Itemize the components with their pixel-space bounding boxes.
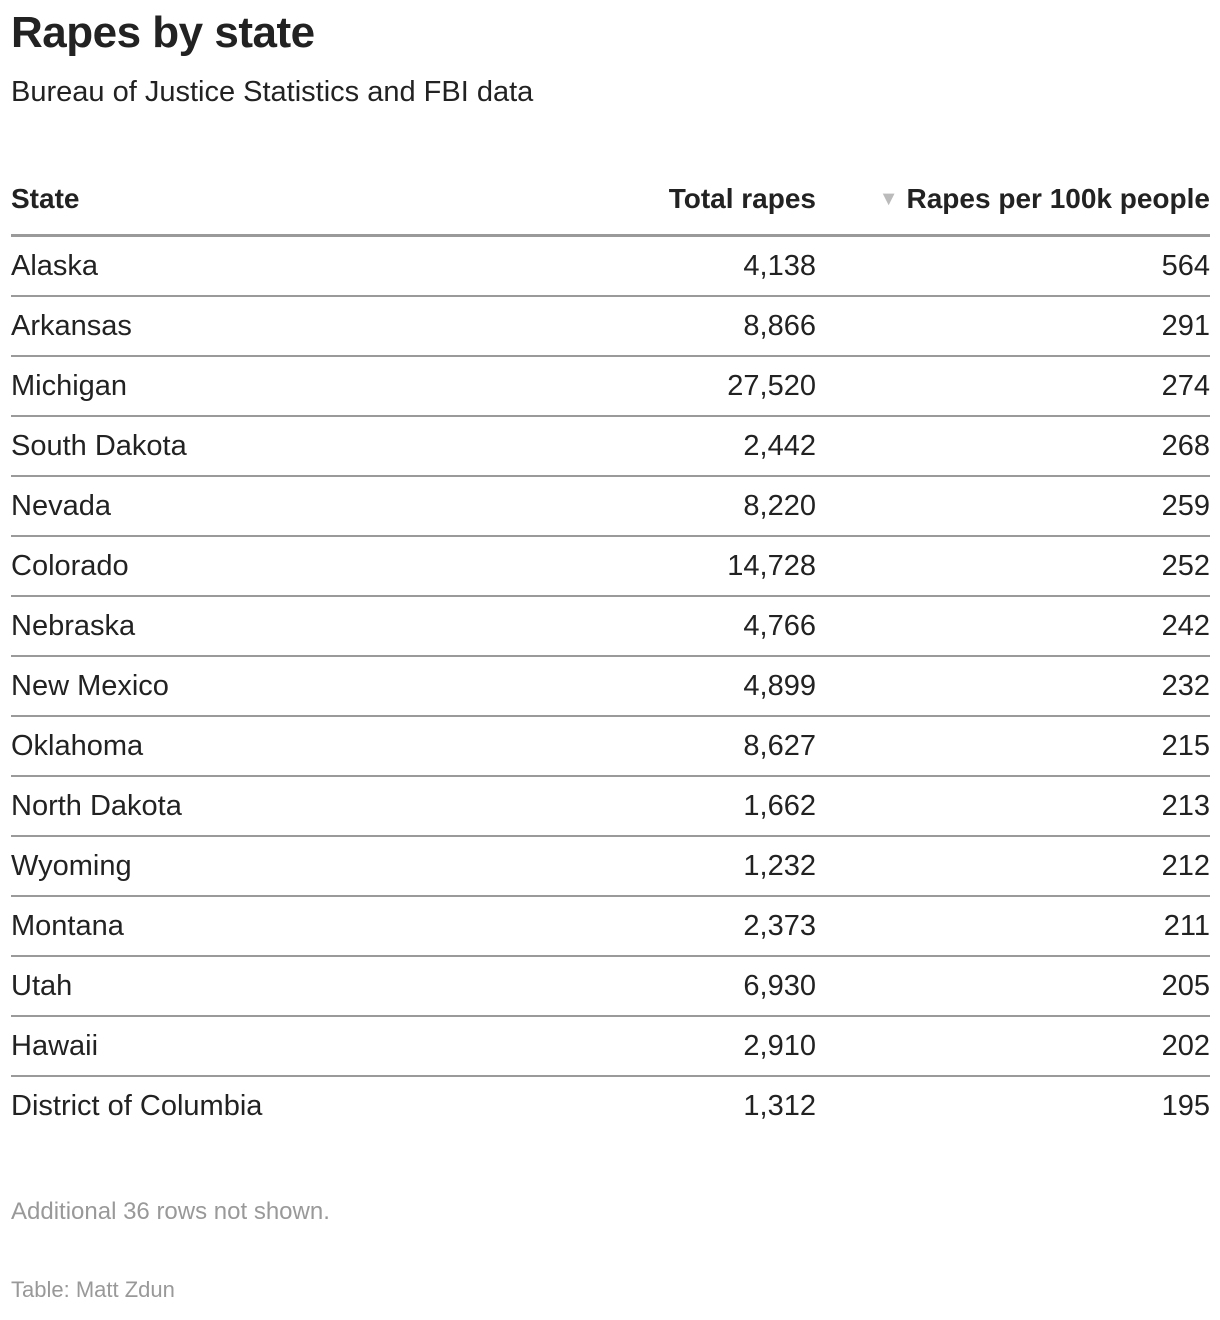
data-table: State Total rapes ▼ Rapes per 100k people… (11, 180, 1210, 1135)
table-row: North Dakota 1,662 213 (11, 776, 1210, 837)
cell-state: Michigan (11, 356, 411, 417)
cell-rapes-per-100k: 252 (816, 536, 1210, 597)
cell-rapes-per-100k: 242 (816, 596, 1210, 657)
cell-state: Alaska (11, 235, 411, 297)
cell-rapes-per-100k: 215 (816, 716, 1210, 777)
cell-total-rapes: 1,232 (411, 836, 816, 897)
cell-rapes-per-100k: 268 (816, 416, 1210, 477)
cell-total-rapes: 2,373 (411, 896, 816, 957)
cell-state: New Mexico (11, 656, 411, 717)
column-header-total-rapes[interactable]: Total rapes (411, 180, 816, 237)
cell-total-rapes: 14,728 (411, 536, 816, 597)
rows-hidden-note: Additional 36 rows not shown. (11, 1198, 330, 1225)
data-table-container: State Total rapes ▼ Rapes per 100k people… (11, 180, 1210, 1135)
cell-total-rapes: 1,662 (411, 776, 816, 837)
table-row: Wyoming 1,232 212 (11, 836, 1210, 897)
cell-rapes-per-100k: 274 (816, 356, 1210, 417)
cell-state: Nebraska (11, 596, 411, 657)
cell-rapes-per-100k: 205 (816, 956, 1210, 1017)
column-header-rapes-per-100k[interactable]: ▼ Rapes per 100k people (816, 180, 1210, 237)
cell-total-rapes: 6,930 (411, 956, 816, 1017)
table-row: Arkansas 8,866 291 (11, 296, 1210, 357)
cell-total-rapes: 27,520 (411, 356, 816, 417)
cell-rapes-per-100k: 202 (816, 1016, 1210, 1077)
cell-total-rapes: 4,899 (411, 656, 816, 717)
table-row: Colorado 14,728 252 (11, 536, 1210, 597)
cell-state: Utah (11, 956, 411, 1017)
cell-state: Arkansas (11, 296, 411, 357)
cell-total-rapes: 2,442 (411, 416, 816, 477)
table-row: Montana 2,373 211 (11, 896, 1210, 957)
cell-state: Nevada (11, 476, 411, 537)
table-header: State Total rapes ▼ Rapes per 100k people (11, 180, 1210, 237)
table-row: Oklahoma 8,627 215 (11, 716, 1210, 777)
cell-rapes-per-100k: 195 (1161, 1089, 1210, 1122)
table-credit: Table: Matt Zdun (11, 1277, 175, 1302)
table-row: Alaska 4,138 564 (11, 235, 1210, 297)
cell-state: District of Columbia (11, 1089, 263, 1122)
table-row: Utah 6,930 205 (11, 956, 1210, 1017)
cell-rapes-per-100k: 259 (816, 476, 1210, 537)
cell-rapes-per-100k: 212 (816, 836, 1210, 897)
cell-state: Oklahoma (11, 716, 411, 777)
cell-total-rapes: 8,866 (411, 296, 816, 357)
column-header-label: Rapes per 100k people (906, 183, 1210, 214)
cell-total-rapes: 2,910 (411, 1016, 816, 1077)
cell-total-rapes: 4,766 (411, 596, 816, 657)
table-row: Nebraska 4,766 242 (11, 596, 1210, 657)
cell-rapes-per-100k: 291 (816, 296, 1210, 357)
cell-rapes-per-100k: 564 (816, 235, 1210, 297)
table-row: Nevada 8,220 259 (11, 476, 1210, 537)
cell-total-rapes: 8,627 (411, 716, 816, 777)
cell-state: Colorado (11, 536, 411, 597)
cell-state: Montana (11, 896, 411, 957)
table-row: Hawaii 2,910 202 (11, 1016, 1210, 1077)
cell-total-rapes: 1,312 (743, 1089, 816, 1122)
cell-total-rapes: 4,138 (411, 235, 816, 297)
table-row: South Dakota 2,442 268 (11, 416, 1210, 477)
page-subtitle: Bureau of Justice Statistics and FBI dat… (11, 76, 534, 108)
table-body: Alaska 4,138 564 Arkansas 8,866 291 Michigan 27… (11, 235, 1210, 1136)
page-title: Rapes by state (11, 8, 315, 57)
cell-rapes-per-100k: 211 (816, 896, 1210, 957)
table-row: New Mexico 4,899 232 (11, 656, 1210, 717)
cell-total-rapes: 8,220 (411, 476, 816, 537)
table-row: District of Columbia 1,312 195 (11, 1076, 1210, 1135)
table-row: Michigan 27,520 274 (11, 356, 1210, 417)
cell-rapes-per-100k: 232 (816, 656, 1210, 717)
header-row: State Total rapes ▼ Rapes per 100k people (11, 180, 1210, 237)
cell-state: Wyoming (11, 836, 411, 897)
cell-rapes-per-100k: 213 (816, 776, 1210, 837)
sort-descending-icon: ▼ (878, 188, 899, 210)
cell-state: South Dakota (11, 416, 411, 477)
column-header-state[interactable]: State (11, 180, 411, 237)
cell-state: Hawaii (11, 1016, 411, 1077)
cell-state: North Dakota (11, 776, 411, 837)
